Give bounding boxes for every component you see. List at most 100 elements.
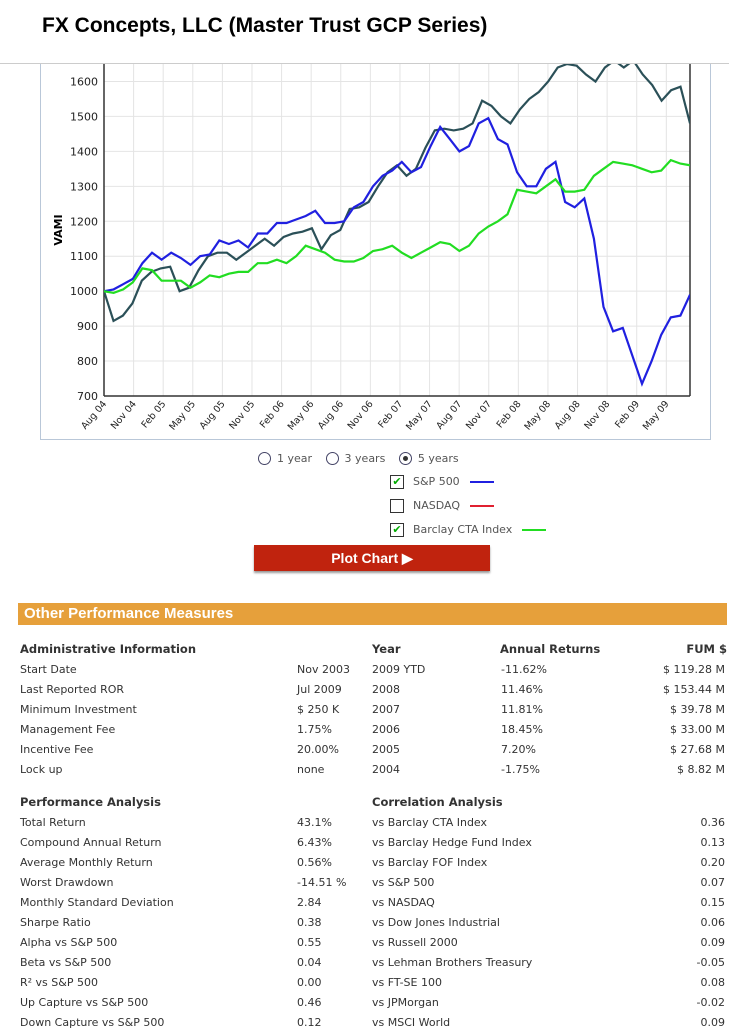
annual-fum: $ 8.82 M — [677, 763, 725, 776]
radio-1-year[interactable] — [258, 451, 271, 465]
series-line-barclay-cta-index — [104, 158, 690, 295]
annual-return: 18.45% — [501, 723, 543, 736]
y-tick-label: 700 — [77, 390, 98, 403]
annual-year: 2008 — [372, 683, 400, 696]
annual-returns-header: Annual Returns — [500, 642, 601, 656]
admin-value: Nov 2003 — [297, 663, 350, 676]
annual-fum: $ 119.28 M — [663, 663, 725, 676]
chart-frame — [40, 64, 711, 440]
performance-value: -14.51 % — [297, 876, 347, 889]
annual-fum: $ 39.78 M — [670, 703, 725, 716]
x-tick-label: Nov 07 — [464, 399, 494, 432]
performance-label: Total Return — [20, 816, 86, 829]
x-tick-label: May 08 — [522, 399, 553, 433]
performance-value: 43.1% — [297, 816, 332, 829]
series-line-fx-concepts — [104, 64, 690, 323]
divider — [0, 63, 729, 64]
x-tick-label: Aug 05 — [198, 399, 228, 432]
performance-value: 6.43% — [297, 836, 332, 849]
x-tick-label: Aug 04 — [79, 399, 109, 432]
admin-label: Incentive Fee — [20, 743, 94, 756]
checkbox-label: Barclay CTA Index — [413, 523, 513, 536]
correlation-value: 0.13 — [700, 836, 726, 849]
performance-label: Beta vs S&P 500 — [20, 956, 112, 969]
x-tick-label: Nov 08 — [582, 399, 612, 432]
correlation-value: 0.06 — [700, 916, 726, 929]
correlation-value: -0.05 — [696, 956, 725, 969]
performance-label: Worst Drawdown — [20, 876, 114, 889]
barclay-checkbox[interactable]: ✔ — [390, 523, 404, 537]
correlation-label: vs NASDAQ — [372, 896, 435, 909]
x-tick-label: May 05 — [167, 399, 198, 433]
admin-value: Jul 2009 — [297, 683, 342, 696]
annual-year: 2007 — [372, 703, 400, 716]
y-tick-label: 800 — [77, 355, 98, 368]
annual-return: -1.75% — [501, 763, 540, 776]
y-tick-label: 1100 — [70, 250, 98, 263]
radio-5-years[interactable] — [398, 451, 412, 465]
admin-label: Minimum Investment — [20, 703, 137, 716]
admin-label: Management Fee — [20, 723, 116, 736]
performance-value: 0.04 — [297, 956, 322, 969]
y-tick-label: 1600 — [70, 75, 98, 88]
x-tick-label: Feb 06 — [258, 399, 287, 431]
nasdaq-checkbox[interactable] — [390, 499, 404, 513]
sp500-swatch — [469, 481, 494, 483]
admin-value: none — [297, 763, 325, 776]
radio-3-years[interactable] — [325, 451, 339, 465]
admin-label: Last Reported ROR — [20, 683, 125, 696]
checkbox-row-nasdaq: NASDAQ — [390, 499, 495, 513]
x-tick-label: Feb 09 — [613, 399, 642, 431]
annual-return: -11.62% — [501, 663, 547, 676]
section-header: Other Performance Measures — [18, 603, 727, 625]
correlation-value: 0.36 — [700, 816, 726, 829]
performance-value: 0.55 — [297, 936, 322, 949]
performance-value: 0.00 — [297, 976, 322, 989]
x-tick-label: May 06 — [286, 399, 317, 433]
correlation-label: vs Russell 2000 — [372, 936, 458, 949]
fum-header: FUM $ — [686, 642, 727, 656]
y-tick-label: 1200 — [70, 215, 98, 228]
checkbox-label: NASDAQ — [413, 499, 461, 512]
x-tick-label: Feb 05 — [140, 399, 169, 431]
annual-return: 11.81% — [501, 703, 543, 716]
performance-label: Monthly Standard Deviation — [20, 896, 174, 909]
annual-fum: $ 27.68 M — [670, 743, 725, 756]
correlation-value: 0.20 — [700, 856, 726, 869]
correlation-label: vs JPMorgan — [372, 996, 439, 1009]
correlation-label: vs Barclay FOF Index — [372, 856, 488, 869]
x-tick-label: Nov 06 — [346, 399, 376, 432]
correlation-label: vs S&P 500 — [372, 876, 435, 889]
x-tick-label: Feb 07 — [376, 399, 405, 431]
x-tick-label: Aug 08 — [553, 399, 583, 432]
correlation-header: Correlation Analysis — [372, 795, 503, 809]
section-title: Other Performance Measures — [24, 605, 234, 622]
radio-label: 5 years — [417, 451, 459, 465]
sp500-checkbox[interactable]: ✔ — [390, 475, 404, 489]
y-tick-label: 1300 — [70, 180, 98, 193]
annual-year: 2005 — [372, 743, 400, 756]
performance-label: Up Capture vs S&P 500 — [20, 996, 149, 1009]
annual-fum: $ 33.00 M — [670, 723, 725, 736]
plot-chart-button[interactable]: Plot Chart ▶ — [254, 545, 490, 571]
x-tick-label: Nov 05 — [227, 399, 257, 432]
x-tick-label: Feb 08 — [495, 399, 524, 431]
correlation-label: vs MSCI World — [372, 1016, 451, 1029]
performance-value: 0.56% — [297, 856, 332, 869]
y-tick-label: 1000 — [70, 285, 98, 298]
performance-label: R² vs S&P 500 — [20, 976, 98, 989]
performance-label: Alpha vs S&P 500 — [20, 936, 118, 949]
performance-label: Down Capture vs S&P 500 — [20, 1016, 165, 1029]
radio-label: 3 years — [344, 451, 386, 465]
y-tick-label: 1500 — [70, 110, 98, 123]
annual-year: 2009 YTD — [372, 663, 426, 676]
annual-year: 2006 — [372, 723, 400, 736]
x-tick-label: Aug 06 — [316, 399, 346, 432]
correlation-label: vs FT-SE 100 — [372, 976, 442, 989]
nasdaq-swatch — [470, 505, 495, 507]
checkbox-label: S&P 500 — [413, 475, 460, 488]
admin-header: Administrative Information — [20, 642, 197, 656]
x-tick-label: May 07 — [404, 399, 435, 433]
page-title: FX Concepts, LLC (Master Trust GCP Serie… — [42, 14, 488, 37]
annual-year: 2004 — [372, 763, 400, 776]
